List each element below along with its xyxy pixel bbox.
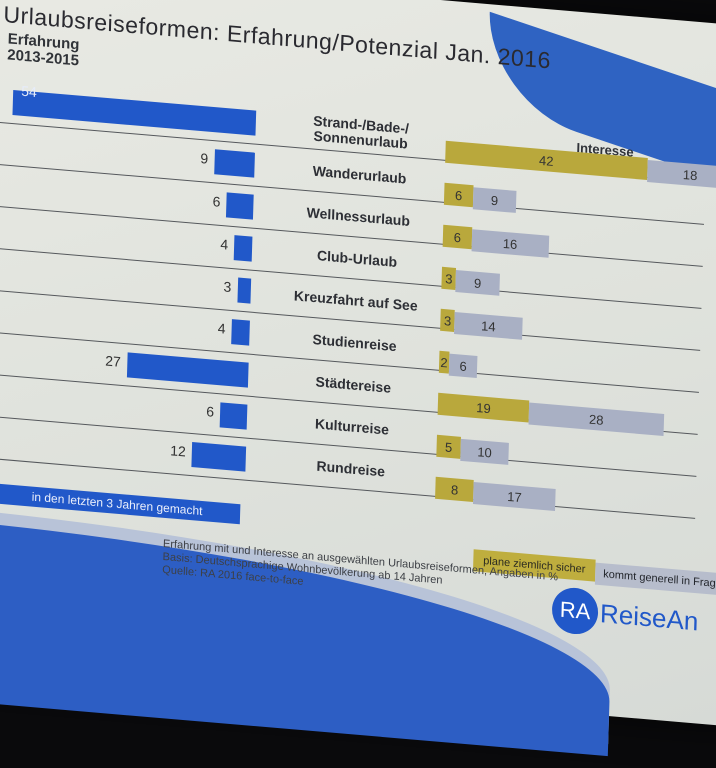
experience-value-label: 6 [212,193,221,210]
experience-bar [191,442,247,472]
plan-bar: 8 [435,476,475,503]
experience-header-line2: 2013-2015 [7,46,80,70]
general-interest-bar: 17 [473,482,556,511]
category-label: Wanderurlaub [312,162,407,187]
experience-value-label: 4 [220,235,229,253]
experience-bar [231,319,250,346]
logo-mark: RA [551,586,599,636]
category-label: Club-Urlaub [316,247,398,270]
experience-value-label: 54 [20,82,38,100]
category-label: Kulturreise [314,415,390,438]
category-label: Kreuzfahrt auf See [293,287,418,314]
reiseanalyse-logo: RA ReiseAn [551,586,699,644]
experience-value-label: 4 [217,319,226,337]
experience-bar [236,277,252,304]
slide-title: Urlaubsreiseformen: Erfahrung/Potenzial … [3,0,552,74]
experience-bar [233,235,253,262]
experience-header: Erfahrung 2013-2015 [7,30,80,70]
logo-text: ReiseAn [599,597,699,636]
category-label: Studienreise [312,331,397,355]
experience-bar [213,149,255,178]
experience-bar [219,402,248,430]
experience-value-label: 12 [170,442,187,460]
experience-value-label: 9 [200,150,209,167]
experience-bar [126,352,249,388]
category-label: Wellnessurlaub [306,204,411,229]
category-label: Städtereise [315,373,392,396]
experience-bar [225,192,254,220]
experience-value-label: 6 [206,403,215,420]
experience-value-label: 27 [105,352,122,370]
experience-value-label: 3 [223,278,232,295]
category-label: Rundreise [316,457,386,480]
